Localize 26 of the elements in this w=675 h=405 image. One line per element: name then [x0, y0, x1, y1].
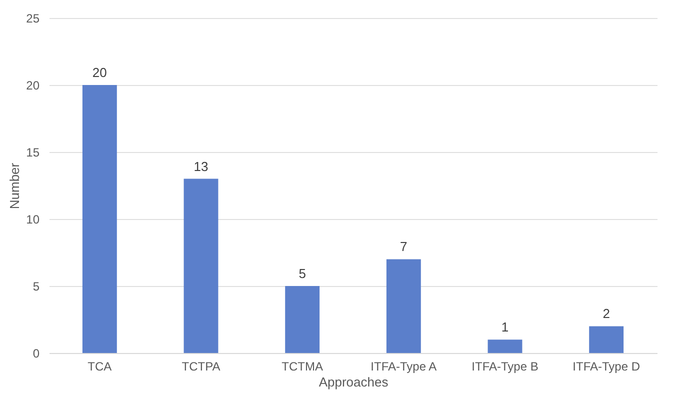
y-tick-label: 5 — [32, 280, 40, 294]
data-label: 7 — [400, 239, 408, 254]
x-tick-label: TCTMA — [282, 360, 323, 374]
y-tick-label: 25 — [26, 12, 40, 26]
x-tick-label: ITFA-Type A — [370, 360, 437, 374]
x-tick-label: ITFA-Type D — [572, 360, 640, 374]
data-label: 20 — [92, 65, 107, 80]
bar — [82, 85, 117, 353]
bar — [488, 340, 522, 353]
x-tick-label: TCA — [88, 360, 112, 374]
bar — [589, 326, 624, 353]
y-tick-label: 20 — [26, 78, 40, 92]
bar — [285, 286, 320, 353]
y-tick-label: 0 — [32, 346, 40, 360]
bar — [184, 178, 218, 353]
y-axis-title: Number — [7, 162, 22, 210]
y-tick-label: 15 — [26, 146, 40, 160]
x-axis-title: Approaches — [318, 374, 389, 390]
bar — [386, 259, 421, 353]
data-label: 1 — [501, 320, 509, 335]
data-label: 13 — [194, 158, 208, 174]
x-tick-label: TCTPA — [182, 360, 220, 374]
y-tick-label: 10 — [26, 212, 40, 226]
x-tick-label: ITFA-Type B — [472, 360, 538, 374]
data-label: 2 — [602, 306, 610, 322]
data-label: 5 — [298, 266, 306, 281]
